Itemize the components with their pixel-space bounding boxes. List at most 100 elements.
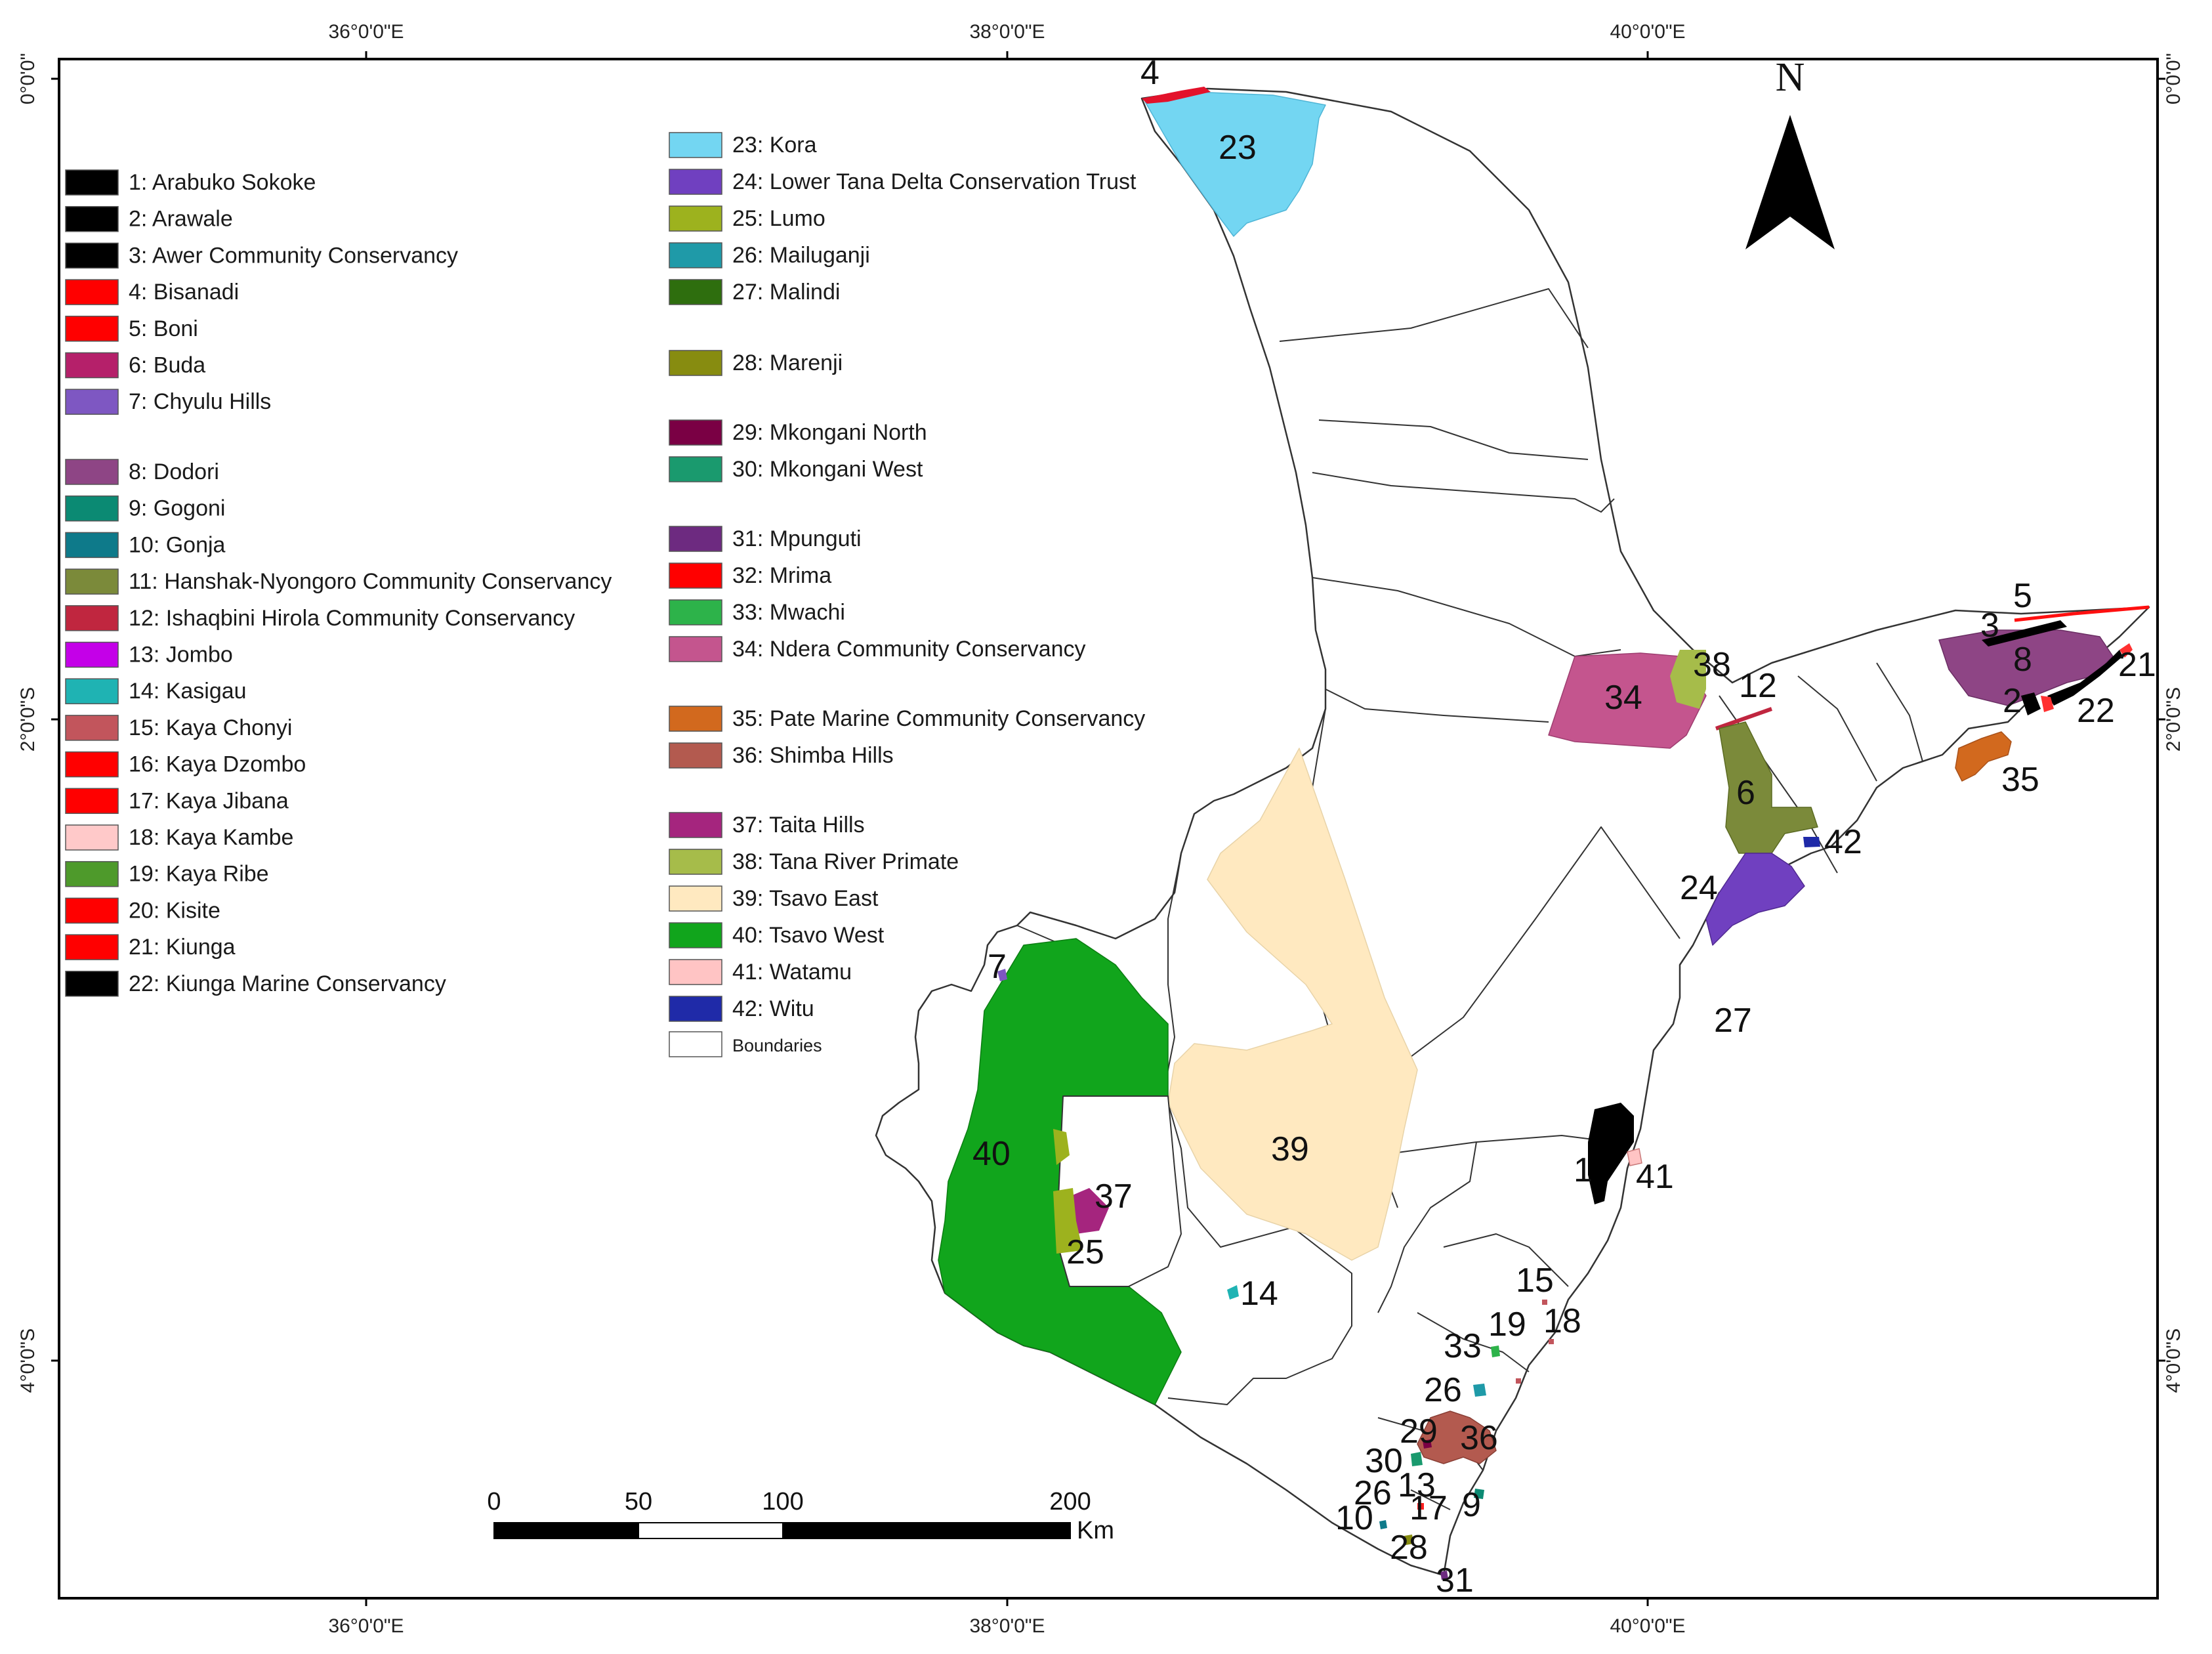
legend-item: 13: Jombo [65, 641, 233, 668]
legend-item: 25: Lumo [669, 205, 825, 232]
legend-label: 13: Jombo [129, 643, 233, 668]
legend-item: 11: Hanshak-Nyongoro Community Conservan… [65, 568, 612, 595]
area-lumo-north [1053, 1129, 1070, 1165]
area-tsavo-west [938, 938, 1182, 1405]
legend-item: 6: Buda [65, 352, 205, 379]
legend-swatch [669, 205, 722, 232]
legend-item: 31: Mpunguti [669, 526, 862, 552]
map-label: 1 [1574, 1151, 1593, 1189]
right-coord-label: 2°0'0"S [2163, 687, 2184, 752]
legend-swatch [669, 706, 722, 732]
legend-swatch [65, 352, 119, 379]
legend-item: 1: Arabuko Sokoke [65, 169, 316, 196]
legend-item: 17: Kaya Jibana [65, 788, 289, 815]
legend-label: 36: Shimba Hills [732, 743, 894, 768]
legend-swatch [669, 996, 722, 1022]
legend-swatch [65, 751, 119, 778]
north-arrow: N [1745, 55, 1835, 249]
area-lumo [1053, 1188, 1083, 1254]
map-labels: 1 2 3 4 5 6 7 8 9 10 12 13 14 15 17 18 1… [972, 54, 2156, 1600]
map-label: 39 [1271, 1130, 1309, 1168]
legend-label: 20: Kisite [129, 898, 220, 923]
legend-item: 2: Arawale [65, 205, 233, 232]
legend-item: 36: Shimba Hills [669, 742, 894, 769]
legend-label: 29: Mkongani North [732, 420, 927, 445]
legend-label: 24: Lower Tana Delta Conservation Trust [732, 169, 1137, 194]
legend-item: 26: Mailuganji [669, 242, 870, 268]
legend-label: 3: Awer Community Conservancy [129, 243, 458, 268]
legend-swatch [65, 715, 119, 741]
map-label: 35 [2001, 761, 2039, 799]
legend-item: 38: Tana River Primate [669, 849, 959, 875]
legend-swatch [65, 641, 119, 668]
legend-item: 33: Mwachi [669, 599, 845, 626]
legend-item: 19: Kaya Ribe [65, 860, 269, 887]
legend-item: 14: Kasigau [65, 678, 247, 704]
legend-label: 30: Mkongani West [732, 457, 923, 482]
legend-item: Boundaries [669, 1031, 822, 1057]
legend-item: 18: Kaya Kambe [65, 824, 293, 851]
top-coord-label: 40°0'0"E [1610, 21, 1685, 43]
legend-item: 32: Mrima [669, 562, 831, 589]
area-mkongani-west [1411, 1452, 1423, 1466]
area-awer [1982, 620, 2067, 647]
map-label: 30 [1365, 1442, 1403, 1480]
legend-item: 20: Kisite [65, 897, 220, 924]
right-coord-label: 0°0'0" [2163, 53, 2184, 104]
legend-label: 6: Buda [129, 353, 205, 378]
legend-item: 3: Awer Community Conservancy [65, 242, 458, 269]
map-label: 27 [1714, 1002, 1752, 1040]
legend-item: 27: Malindi [669, 279, 840, 305]
region-outline [875, 87, 2150, 1577]
map-label: 26 [1424, 1371, 1462, 1409]
legend-label: 39: Tsavo East [732, 886, 879, 911]
map-label: 29 [1400, 1412, 1438, 1451]
legend-item: 16: Kaya Dzombo [65, 751, 306, 778]
legend-swatch [65, 532, 119, 559]
map-label: 41 [1636, 1158, 1674, 1196]
legend-swatch [65, 824, 119, 851]
area-arawale [2021, 692, 2041, 715]
legend-item: 35: Pate Marine Community Conservancy [669, 706, 1145, 732]
legend-swatch [65, 678, 119, 704]
legend-item: 8: Dodori [65, 459, 219, 485]
map-label: 28 [1390, 1529, 1428, 1567]
legend-label: 21: Kiunga [129, 935, 236, 960]
legend-swatch [65, 205, 119, 232]
legend-label: 5: Boni [129, 316, 198, 341]
legend-swatch [669, 599, 722, 626]
legend-swatch [669, 885, 722, 912]
area-kiunga [2119, 643, 2133, 658]
legend-item: 42: Witu [669, 996, 814, 1022]
legend-swatch [669, 812, 722, 838]
left-coord-label: 2°0'0"S [17, 687, 39, 752]
legend-item: 23: Kora [669, 132, 817, 158]
area-buda-hanshak [1719, 721, 1818, 854]
legend-swatch [669, 419, 722, 446]
area-kiunga-marine [2047, 650, 2123, 706]
legend-item: 40: Tsavo West [669, 922, 885, 948]
legend-swatch [669, 242, 722, 268]
area-boni [2014, 605, 2150, 622]
area-arabuko-sokoke [1588, 1103, 1634, 1204]
area-marenji [1404, 1535, 1413, 1545]
legend-label: 11: Hanshak-Nyongoro Community Conservan… [129, 569, 612, 594]
legend-swatch [669, 132, 722, 158]
map-label: 7 [988, 948, 1007, 986]
area-bisanadi [1142, 87, 1211, 104]
legend-swatch [65, 495, 119, 522]
legend-item: 37: Taita Hills [669, 812, 865, 838]
map-label: 10 [1335, 1499, 1373, 1537]
map-label: 42 [1824, 823, 1862, 861]
bottom-coord-label: 36°0'0"E [328, 1615, 404, 1637]
legend-item: 29: Mkongani North [669, 419, 927, 446]
legend-item: 15: Kaya Chonyi [65, 715, 293, 741]
legend-right: 23: Kora 24: Lower Tana Delta Conservatio… [669, 132, 1145, 1057]
legend-label: 9: Gogoni [129, 496, 225, 521]
map-label: 36 [1460, 1419, 1498, 1457]
legend-item: 7: Chyulu Hills [65, 389, 271, 415]
legend-label: 38: Tana River Primate [732, 849, 959, 874]
legend-item: 28: Marenji [669, 350, 843, 376]
scale-unit: Km [1077, 1517, 1114, 1544]
